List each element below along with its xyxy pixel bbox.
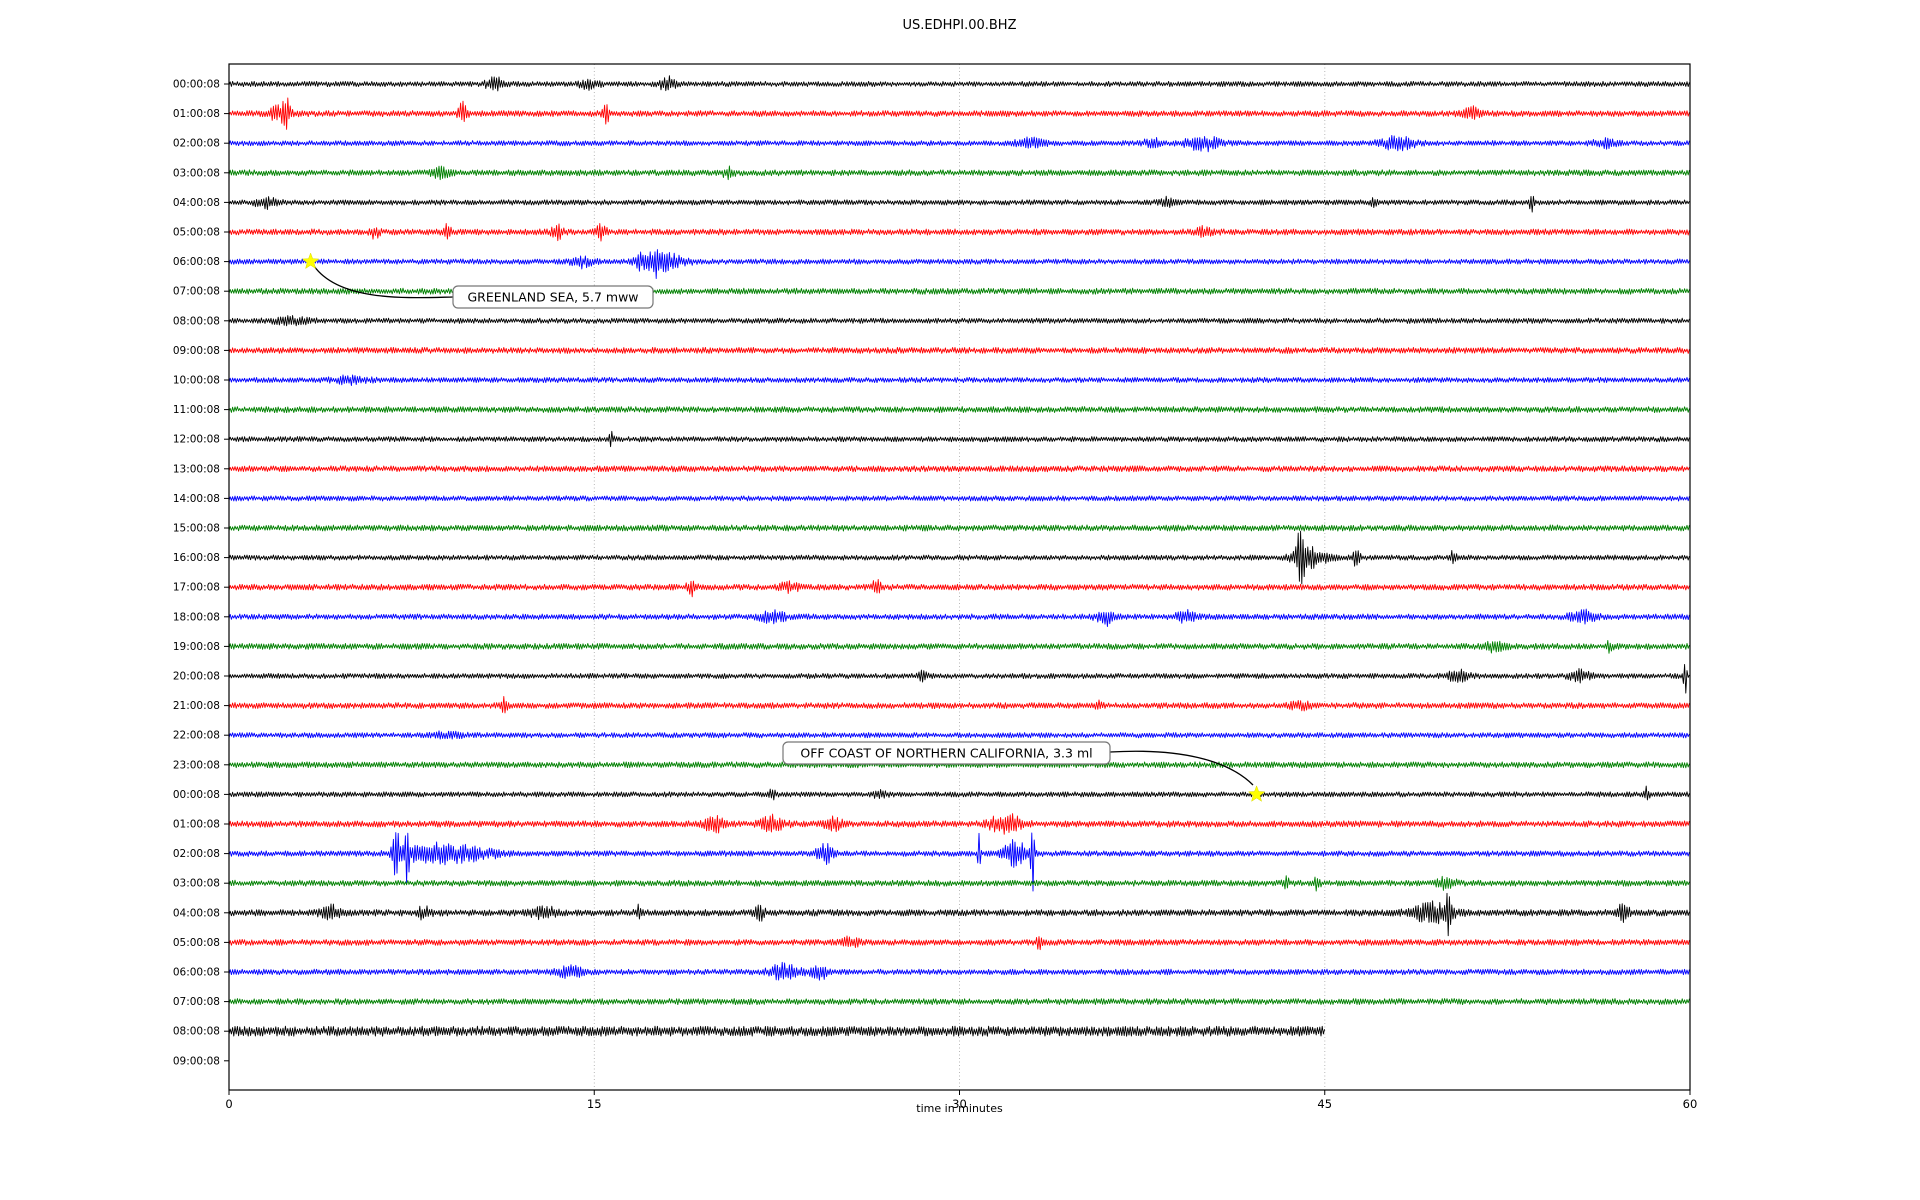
trace-row-7 bbox=[228, 287, 1690, 295]
x-tick-label: 30 bbox=[952, 1097, 967, 1111]
x-axis-label: time in minutes bbox=[916, 1102, 1003, 1115]
trace-row-28 bbox=[228, 892, 1690, 937]
trace-row-11 bbox=[228, 406, 1690, 414]
trace-row-16 bbox=[228, 530, 1690, 585]
x-tick-label: 45 bbox=[1317, 1097, 1332, 1111]
trace-row-13 bbox=[228, 465, 1690, 473]
row-label: 01:00:08 bbox=[173, 108, 220, 120]
row-label: 06:00:08 bbox=[173, 256, 220, 268]
row-label: 20:00:08 bbox=[173, 671, 220, 683]
trace-row-18 bbox=[228, 608, 1690, 628]
row-label: 09:00:08 bbox=[173, 345, 220, 357]
row-label: 22:00:08 bbox=[173, 730, 220, 742]
row-label: 02:00:08 bbox=[173, 138, 220, 150]
trace-row-27 bbox=[228, 875, 1690, 892]
event-star-icon bbox=[1247, 785, 1266, 802]
row-label: 23:00:08 bbox=[173, 759, 220, 771]
trace-row-24 bbox=[228, 785, 1690, 801]
trace-row-25 bbox=[228, 813, 1690, 835]
trace-row-31 bbox=[228, 998, 1690, 1006]
row-label: 18:00:08 bbox=[173, 611, 220, 623]
row-label: 11:00:08 bbox=[173, 404, 220, 416]
trace-row-26 bbox=[228, 832, 1690, 892]
annotation-box bbox=[782, 741, 1111, 765]
row-label: 06:00:08 bbox=[173, 967, 220, 979]
row-label: 04:00:08 bbox=[173, 197, 220, 209]
row-label: 07:00:08 bbox=[173, 996, 220, 1008]
trace-row-22 bbox=[228, 730, 1690, 740]
row-label: 03:00:08 bbox=[173, 167, 220, 179]
trace-row-12 bbox=[228, 430, 1690, 448]
trace-row-29 bbox=[228, 935, 1690, 951]
trace-row-1 bbox=[228, 97, 1690, 130]
x-tick-label: 60 bbox=[1683, 1097, 1698, 1111]
event-star-icon bbox=[301, 252, 320, 270]
row-label: 12:00:08 bbox=[173, 434, 220, 446]
trace-row-21 bbox=[228, 696, 1690, 714]
row-label: 17:00:08 bbox=[173, 582, 220, 594]
annotation-text: GREENLAND SEA, 5.7 mww bbox=[467, 290, 638, 305]
row-label: 07:00:08 bbox=[173, 286, 220, 298]
row-label: 00:00:08 bbox=[173, 79, 220, 91]
chart-title: US.EDHPI.00.BHZ bbox=[902, 18, 1017, 33]
row-label: 01:00:08 bbox=[173, 819, 220, 831]
row-label: 02:00:08 bbox=[173, 848, 220, 860]
row-label: 03:00:08 bbox=[173, 878, 220, 890]
trace-row-20 bbox=[228, 663, 1690, 694]
x-tick-label: 15 bbox=[587, 1097, 602, 1111]
row-label: 10:00:08 bbox=[173, 375, 220, 387]
row-label: 15:00:08 bbox=[173, 523, 220, 535]
trace-row-4 bbox=[228, 195, 1690, 213]
trace-row-0 bbox=[228, 75, 1690, 92]
row-label: 21:00:08 bbox=[173, 700, 220, 712]
annotation-text: OFF COAST OF NORTHERN CALIFORNIA, 3.3 ml bbox=[800, 746, 1092, 761]
trace-row-3 bbox=[228, 165, 1690, 181]
trace-row-9 bbox=[228, 346, 1690, 354]
trace-row-30 bbox=[228, 961, 1690, 981]
row-label: 19:00:08 bbox=[173, 641, 220, 653]
trace-row-10 bbox=[228, 374, 1690, 387]
trace-row-8 bbox=[228, 315, 1690, 327]
trace-row-19 bbox=[228, 639, 1690, 654]
row-label: 00:00:08 bbox=[173, 789, 220, 801]
annotation-connector bbox=[1109, 750, 1254, 786]
x-tick-label: 0 bbox=[225, 1097, 232, 1111]
row-label: 04:00:08 bbox=[173, 907, 220, 919]
annotation-box bbox=[452, 285, 654, 309]
trace-row-17 bbox=[228, 579, 1690, 598]
row-label: 08:00:08 bbox=[173, 315, 220, 327]
annotation-connector bbox=[313, 265, 454, 299]
row-label: 05:00:08 bbox=[173, 937, 220, 949]
row-label: 16:00:08 bbox=[173, 552, 220, 564]
row-label: 09:00:08 bbox=[173, 1055, 220, 1067]
row-label: 14:00:08 bbox=[173, 493, 220, 505]
row-label: 13:00:08 bbox=[173, 463, 220, 475]
row-label: 08:00:08 bbox=[173, 1026, 220, 1038]
trace-row-6 bbox=[228, 249, 1690, 279]
trace-row-14 bbox=[228, 495, 1690, 502]
trace-row-15 bbox=[228, 524, 1690, 532]
row-label: 05:00:08 bbox=[173, 227, 220, 239]
trace-row-2 bbox=[228, 134, 1690, 153]
trace-row-32 bbox=[228, 1025, 1326, 1037]
trace-row-5 bbox=[228, 223, 1690, 242]
